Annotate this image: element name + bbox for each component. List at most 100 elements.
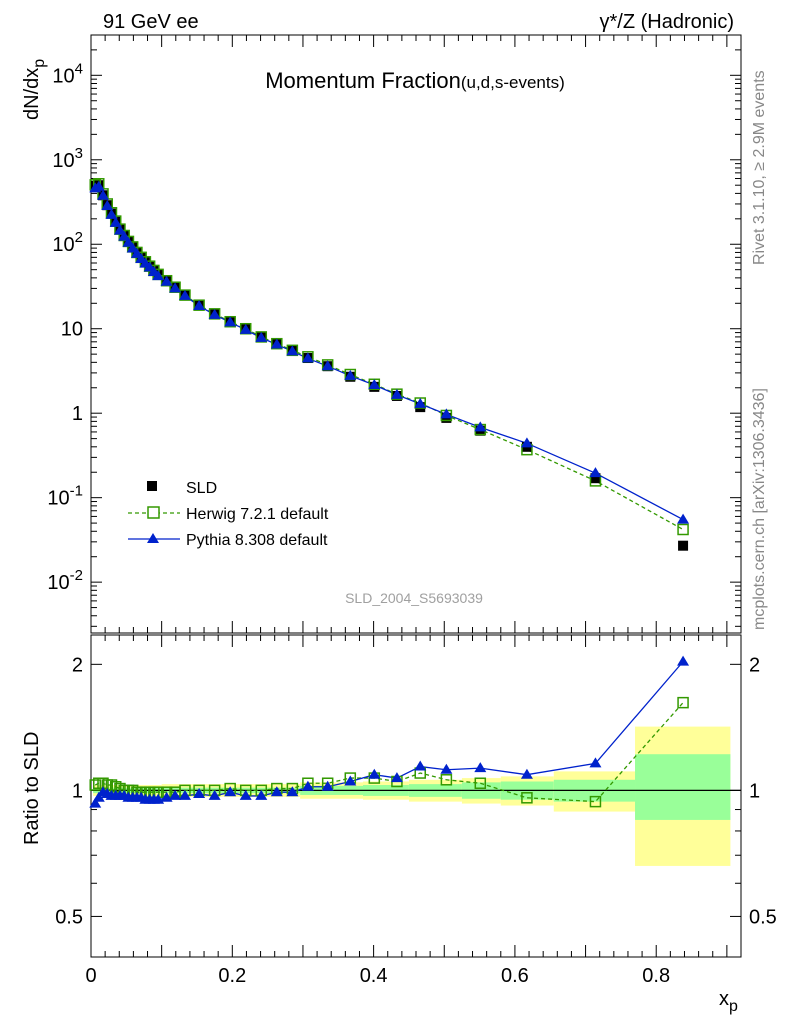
ratio-pythia-point	[286, 786, 299, 797]
pythia-point	[122, 236, 135, 247]
sld-point	[678, 540, 689, 551]
ratio-y-tick-label-right: 2	[749, 654, 760, 676]
ratio-y-tick-label-left: 2	[72, 654, 83, 676]
x-tick-label: 0	[85, 965, 96, 987]
pythia-point	[520, 437, 533, 448]
ratio-herwig-point	[589, 795, 602, 808]
legend-marker-pythia	[147, 533, 159, 543]
pythia-point	[270, 338, 283, 349]
ratio-y-tick-label-left: 1	[72, 780, 83, 802]
y-tick-label: 10-1	[47, 483, 83, 510]
ratio-herwig-point	[440, 774, 453, 786]
y-tick-label: 102	[52, 229, 83, 256]
ratio-y-tick-label-right: 1	[749, 780, 760, 802]
pythia-point	[113, 224, 126, 235]
ratio-pythia-point	[89, 797, 102, 808]
pythia-point	[440, 408, 453, 419]
y-tick-label: 104	[52, 60, 83, 87]
pythia-point	[152, 270, 165, 281]
pythia-point	[390, 388, 403, 399]
legend: SLD Herwig 7.2.1 default Pythia 8.308 de…	[128, 480, 329, 549]
header-left: 91 GeV ee	[103, 11, 199, 33]
ratio-pythia-point	[224, 786, 237, 797]
sld-point	[590, 473, 601, 484]
ylabel-top-base: dN/dx	[21, 68, 43, 120]
pythia-point	[321, 360, 334, 371]
legend-marker-sld	[147, 481, 157, 491]
pythia-point	[301, 352, 314, 363]
legend-label-pythia: Pythia 8.308 default	[186, 532, 328, 549]
xlabel-sub: p	[729, 998, 738, 1015]
ratio-pythia-point	[321, 780, 334, 791]
x-tick-label: 0.6	[501, 965, 529, 987]
ratio-pythia-point	[92, 791, 105, 802]
pythia-point	[255, 331, 268, 342]
x-tick-label: 0.4	[360, 965, 388, 987]
pythia-point	[344, 369, 357, 380]
legend-label-herwig: Herwig 7.2.1 default	[186, 506, 329, 523]
ylabel-top-sub: p	[31, 59, 48, 68]
ratio-pythia-point	[169, 789, 182, 800]
ratio-pythia-point	[474, 762, 487, 773]
pythia-point	[677, 513, 690, 524]
ratio-pythia-point	[255, 789, 268, 800]
pythia-point	[178, 289, 191, 300]
ratio-pythia-point	[270, 786, 283, 797]
pythia-point	[589, 467, 602, 478]
ratio-pythia-point	[239, 789, 252, 800]
plot-title-sub: (u,d,s-events)	[461, 73, 565, 92]
ratio-pythia-point	[368, 768, 381, 779]
ratio-plot-panel: 0.5 0.5 1 1 2 2 0 0.2 0.4 0.6 0.8	[55, 634, 777, 987]
header-right: γ*/Z (Hadronic)	[600, 11, 734, 33]
side-rivet-label: Rivet 3.1.10, ≥ 2.9M events	[751, 70, 768, 265]
herwig-point	[677, 523, 689, 536]
ratio-herwig-point	[89, 779, 101, 791]
x-tick-label: 0.8	[642, 965, 670, 987]
pythia-point	[97, 189, 110, 200]
pythia-point	[368, 378, 381, 389]
pythia-point	[414, 397, 427, 408]
ratio-pythia-point	[520, 768, 533, 779]
pythia-point	[286, 345, 299, 356]
y-tick-label: 10	[61, 319, 83, 341]
ratio-pythia-point	[677, 655, 690, 666]
ratio-pythia-point	[440, 763, 453, 774]
ratio-pythia-point	[344, 775, 357, 786]
y-tick-label: 103	[52, 145, 83, 172]
ratio-herwig-point	[521, 792, 533, 804]
ratio-pythia-point	[178, 789, 191, 800]
xlabel: xp	[719, 988, 738, 1015]
pythia-point	[224, 316, 237, 327]
ratio-pythia-point	[390, 772, 403, 783]
ratio-y-tick-label-right: 0.5	[749, 906, 777, 928]
pythia-point	[105, 208, 118, 219]
xlabel-base: x	[719, 988, 729, 1010]
ratio-pythia-point	[301, 780, 314, 791]
legend-marker-herwig	[147, 506, 160, 519]
ratio-pythia-point	[414, 760, 427, 771]
pythia-point	[92, 180, 105, 191]
ylabel-bottom: Ratio to SLD	[21, 732, 43, 845]
ratio-pythia-point	[589, 757, 602, 768]
pythia-point	[169, 282, 182, 293]
x-tick-label: 0.2	[218, 965, 246, 987]
main-plot-panel: 10-2 10-1 1 10 102 103 104	[47, 34, 742, 634]
plot-title: Momentum Fraction(u,d,s-events)	[265, 68, 565, 93]
ratio-pythia-point	[208, 789, 221, 800]
y-tick-label: 10-2	[47, 567, 83, 594]
pythia-point	[160, 275, 173, 286]
pythia-point	[193, 299, 206, 310]
ratio-herwig-point	[677, 696, 689, 709]
ratio-y-tick-label-left: 0.5	[55, 906, 83, 928]
ratio-inner-band	[635, 754, 731, 820]
legend-label-sld: SLD	[186, 480, 217, 497]
pythia-point	[239, 323, 252, 334]
pythia-point	[109, 216, 122, 227]
side-mcplots-label: mcplots.cern.ch [arXiv:1306.3436]	[751, 388, 768, 630]
plot-title-main: Momentum Fraction	[265, 68, 461, 93]
pythia-point	[208, 308, 221, 319]
y-tick-label: 1	[72, 403, 83, 425]
pythia-point	[101, 199, 114, 210]
ratio-herwig-point	[474, 777, 487, 789]
